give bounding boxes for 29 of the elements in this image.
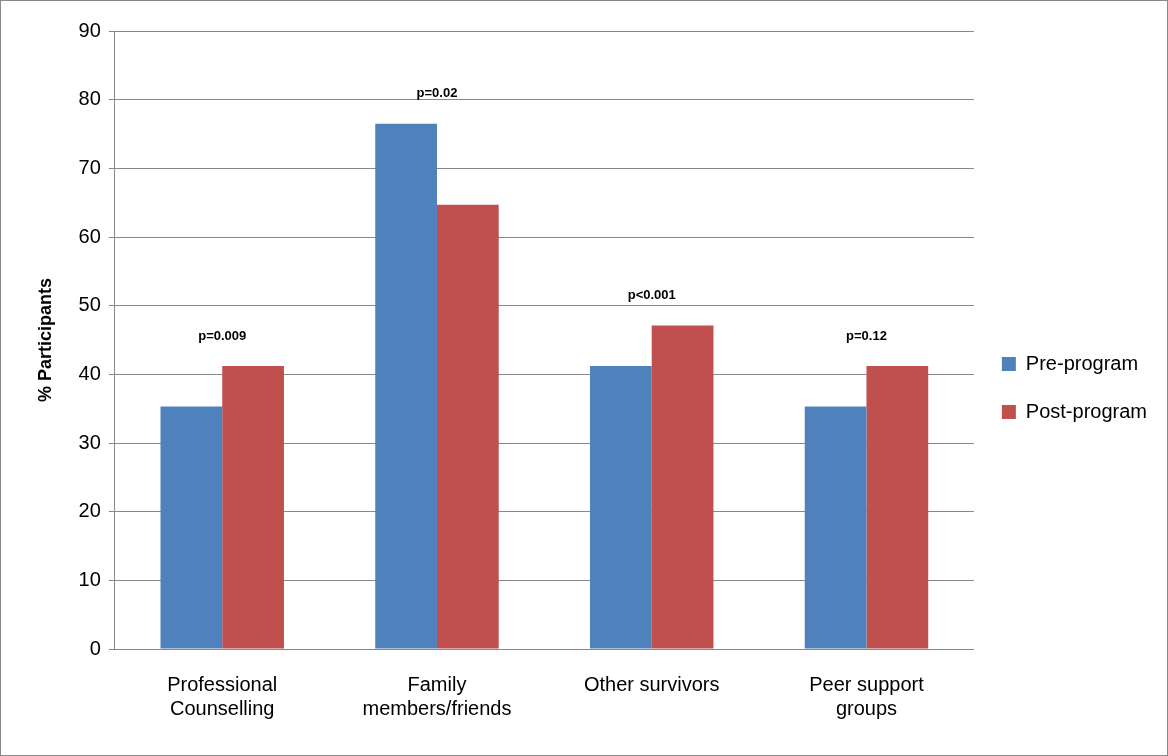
bar (804, 406, 867, 649)
bar (651, 325, 714, 649)
x-tick-label: Professional Counselling (167, 672, 278, 719)
annotation: p=0.12 (846, 327, 887, 343)
x-tick-label: Family members/friends (362, 672, 512, 719)
bar (160, 406, 223, 649)
y-tick-label: 80 (78, 87, 101, 110)
y-tick-label: 40 (78, 361, 101, 384)
legend-label: Pre-program (1025, 351, 1139, 374)
y-tick-label: 60 (78, 224, 101, 247)
y-tick-label: 0 (89, 636, 101, 659)
bar (866, 366, 929, 649)
y-tick-label: 20 (78, 499, 101, 522)
y-tick-label: 10 (78, 567, 101, 590)
y-tick-label: 50 (78, 293, 101, 316)
y-tick-label: 70 (78, 155, 101, 178)
y-tick-label: 30 (78, 430, 101, 453)
y-tick-label: 90 (78, 18, 101, 41)
bar (375, 123, 437, 649)
bar (222, 366, 284, 649)
x-tick-label: Other survivors (583, 672, 720, 695)
legend-label: Post-program (1025, 399, 1147, 422)
annotation: p<0.001 (627, 287, 676, 303)
bar (436, 204, 499, 649)
y-axis-title: % Participants (34, 277, 55, 403)
annotation: p=0.02 (416, 85, 458, 101)
bar (589, 366, 652, 649)
annotation: p=0.009 (198, 327, 247, 343)
x-tick-label: Peer support groups (809, 672, 925, 719)
